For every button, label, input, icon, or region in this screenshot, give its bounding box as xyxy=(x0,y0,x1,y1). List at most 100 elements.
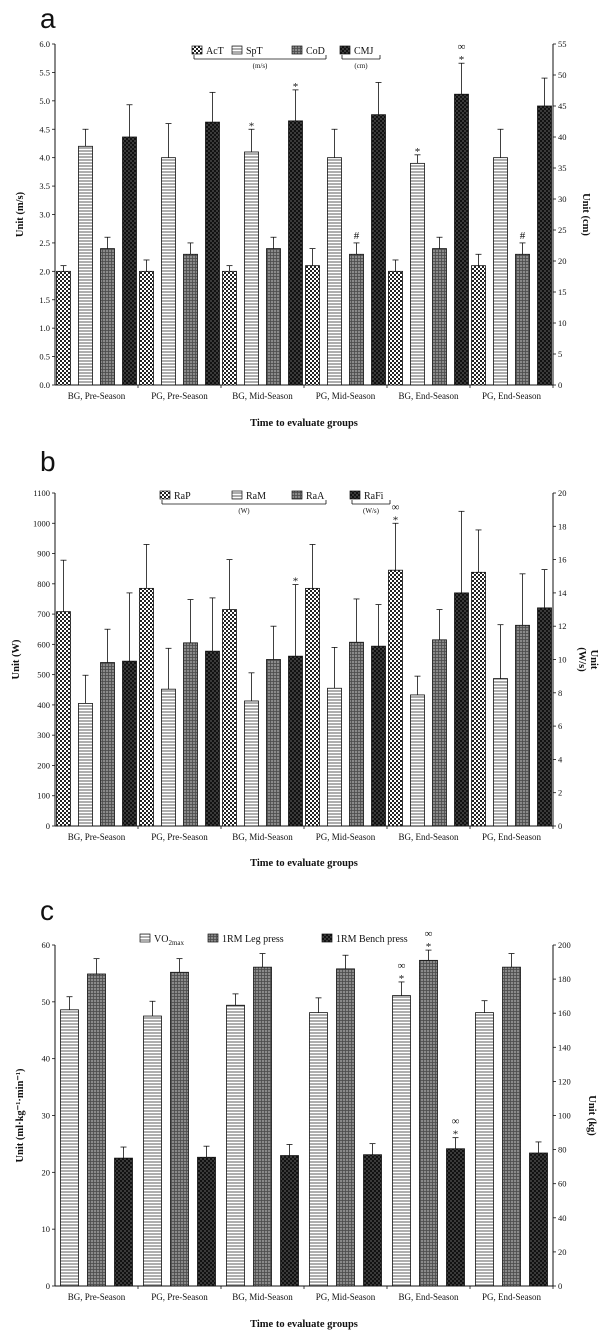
x-axis-title-c: Time to evaluate groups xyxy=(250,1319,358,1330)
legend-label-b: RaFi xyxy=(364,491,384,502)
y-tick-label-left-c: 30 xyxy=(42,1111,51,1121)
significance-mark-a: ∞ xyxy=(458,41,466,53)
legend-label-b: RaP xyxy=(174,491,191,502)
bar-c-s2-c0 xyxy=(114,1157,133,1287)
y-tick-label-right-c: 80 xyxy=(558,1145,567,1155)
y-tick-label-right-c: 0 xyxy=(558,1281,562,1291)
x-tick-label-c: BG, End-Season xyxy=(399,1292,459,1302)
bar-b-s2-c5 xyxy=(515,624,530,827)
bar-b-s1-c0 xyxy=(78,702,93,827)
y-tick-label-right-b: 16 xyxy=(558,555,567,565)
y-tick-label-left-b: 100 xyxy=(37,791,50,801)
y-tick-label-right-a: 35 xyxy=(558,163,567,173)
bar-c-s1-c5 xyxy=(502,966,521,1287)
bar-a-s0-c3 xyxy=(305,265,320,386)
significance-mark-c: ∞ xyxy=(425,928,433,940)
chart-panel-a: 0.0 0.5 1.0 1.5 2.0 2.5 3.0 3.5 4.0 4.5 5.0 5.5 6.0 0… xyxy=(15,39,591,429)
y-tick-label-left-a: 0.5 xyxy=(39,352,50,362)
y-tick-label-left-c: 20 xyxy=(42,1167,51,1177)
legend-unit-label-b: (W) xyxy=(238,507,250,515)
legend-label-c: 1RM Leg press xyxy=(222,934,284,945)
y-tick-label-right-b: 18 xyxy=(558,521,567,531)
bar-a-s1-c4 xyxy=(410,162,425,386)
bar-b-s3-c0 xyxy=(122,660,137,827)
y-tick-label-right-a: 20 xyxy=(558,256,567,266)
legend-swatch-a xyxy=(231,45,243,55)
bar-c-s1-c3 xyxy=(336,968,355,1287)
legend-swatch-a xyxy=(291,45,303,55)
bar-c-s2-c1 xyxy=(197,1156,216,1287)
legend-unit-label-b: (W/s) xyxy=(363,507,380,515)
x-tick-label-b: PG, End-Season xyxy=(482,832,541,842)
bar-b-s0-c3 xyxy=(305,587,320,827)
bar-a-s3-c3 xyxy=(371,114,386,386)
y-tick-label-right-b: 14 xyxy=(558,588,567,598)
legend-label-a: CoD xyxy=(306,46,325,57)
bar-a-s0-c1 xyxy=(139,270,154,386)
bar-a-s2-c3 xyxy=(349,253,364,386)
y-tick-label-right-b: 20 xyxy=(558,488,567,498)
x-tick-label-b: PG, Pre-Season xyxy=(151,832,208,842)
x-tick-label-c: BG, Pre-Season xyxy=(68,1292,126,1302)
legend-label-b: RaA xyxy=(306,491,325,502)
y-axis-title-left-b: Unit (W) xyxy=(11,639,22,679)
y-axis-title-right-a: Unit (cm) xyxy=(580,193,591,236)
y-tick-label-left-b: 300 xyxy=(37,730,50,740)
significance-mark-a: # xyxy=(520,230,526,242)
y-tick-label-right-a: 10 xyxy=(558,318,567,328)
x-axis-title-a: Time to evaluate groups xyxy=(250,418,358,429)
bar-b-s3-c3 xyxy=(371,645,386,827)
bar-a-s0-c4 xyxy=(388,270,403,386)
legend-label-b: RaM xyxy=(246,491,266,502)
bar-c-s0-c1 xyxy=(143,1015,162,1287)
bar-a-s1-c2 xyxy=(244,151,259,386)
significance-mark-c: * xyxy=(426,941,432,953)
bar-c-s1-c0 xyxy=(87,973,106,1287)
significance-mark-a: * xyxy=(293,81,299,93)
bar-a-s3-c0 xyxy=(122,136,137,386)
legend-label-a: CMJ xyxy=(354,46,374,57)
legend-swatch-a xyxy=(339,45,351,55)
y-tick-label-right-a: 45 xyxy=(558,101,567,111)
bar-b-s2-c0 xyxy=(100,662,115,827)
bar-a-s0-c2 xyxy=(222,270,237,386)
y-tick-label-left-c: 60 xyxy=(42,940,51,950)
y-tick-label-left-b: 600 xyxy=(37,639,50,649)
legend-label-c: 1RM Bench press xyxy=(336,934,408,945)
legend-swatch-c xyxy=(207,933,219,943)
legend-label-a: SpT xyxy=(246,46,263,57)
significance-mark-c: ∞ xyxy=(452,1116,460,1128)
y-tick-label-left-b: 500 xyxy=(37,670,50,680)
x-tick-label-c: PG, End-Season xyxy=(482,1292,541,1302)
bar-a-s2-c1 xyxy=(183,253,198,386)
legend-swatch-c xyxy=(139,933,151,943)
y-tick-label-right-a: 30 xyxy=(558,194,567,204)
bar-b-s2-c2 xyxy=(266,659,281,827)
bar-c-s0-c2 xyxy=(226,1004,245,1287)
bar-c-s1-c1 xyxy=(170,971,189,1287)
y-tick-label-right-a: 15 xyxy=(558,287,567,297)
bar-a-s1-c5 xyxy=(493,157,508,386)
significance-mark-b: * xyxy=(393,514,399,526)
x-tick-label-c: PG, Pre-Season xyxy=(151,1292,208,1302)
y-tick-label-right-c: 100 xyxy=(558,1111,571,1121)
y-tick-label-left-b: 900 xyxy=(37,549,50,559)
x-tick-label-b: BG, End-Season xyxy=(399,832,459,842)
bar-a-s3-c5 xyxy=(537,105,552,386)
bar-a-s2-c4 xyxy=(432,248,447,386)
significance-mark-a: * xyxy=(459,54,465,66)
bar-a-s1-c3 xyxy=(327,157,342,386)
bar-c-s2-c2 xyxy=(280,1155,299,1287)
y-tick-label-right-b: 4 xyxy=(558,754,563,764)
y-axis-title-right-c: Unit (kg) xyxy=(586,1095,597,1136)
panel-letter-b: b xyxy=(40,446,56,477)
bar-a-s3-c2 xyxy=(288,120,303,386)
bar-a-s3-c1 xyxy=(205,121,220,386)
bar-c-s0-c0 xyxy=(60,1009,79,1287)
bar-b-s1-c5 xyxy=(493,678,508,827)
x-tick-label-a: BG, Pre-Season xyxy=(68,391,126,401)
bar-c-s0-c5 xyxy=(475,1012,494,1287)
y-tick-label-right-c: 160 xyxy=(558,1008,571,1018)
y-tick-label-right-b: 10 xyxy=(558,655,567,665)
